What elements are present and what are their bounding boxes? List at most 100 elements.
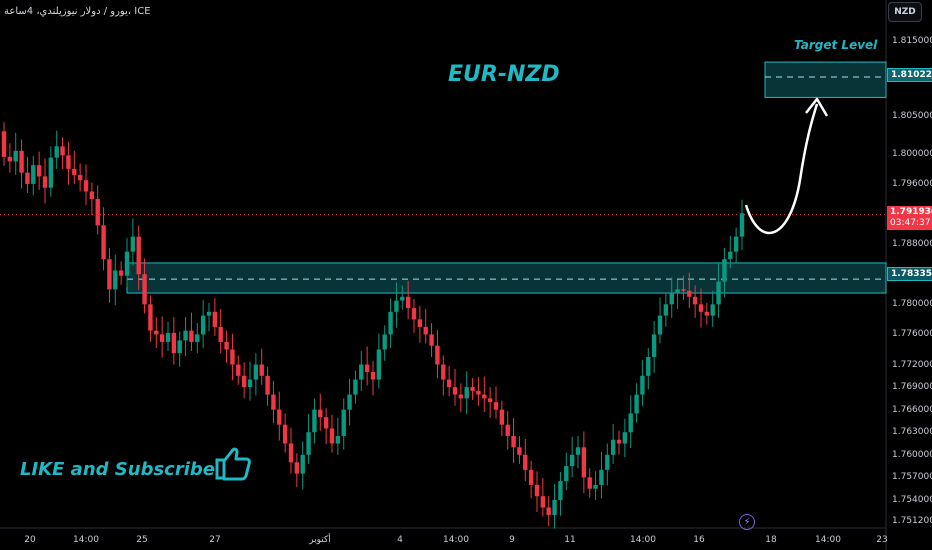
candle-body [587,477,592,489]
candle-body [294,462,300,474]
candle-body [634,394,639,414]
candle-body [136,236,141,275]
candle-body [189,330,194,342]
time-axis-label: 14:00 [630,535,656,545]
candle-body [423,326,428,335]
target_zone [764,61,887,98]
candle-body [364,364,370,373]
time-axis-label: 20 [24,535,36,545]
candle-body [236,364,241,376]
candle-body [107,259,112,290]
candle-body [177,340,182,354]
price-axis-label: 1.780000 [892,299,932,310]
candle-body [534,484,540,497]
candle-body [441,364,446,380]
time-axis-label: 27 [209,535,221,545]
price-axis-label: 1.796000 [892,178,932,189]
candle-body [610,439,616,455]
candle-body [148,304,153,331]
price-axis-label: 1.766000 [892,404,932,415]
candle-body [25,172,30,184]
candle-body [335,435,341,444]
candle-body [13,150,18,162]
candle-body [271,394,276,410]
candle-body [195,334,200,342]
thumbs-up-icon [215,447,251,481]
countdown: 03:47:37 [890,218,931,228]
candle-body [710,304,715,316]
candle-body [224,341,229,350]
candle-body [382,334,387,350]
candle-body [1,131,7,157]
candle-body [575,447,581,455]
price-axis-label: 1.757000 [892,472,932,483]
candle-body [72,168,77,175]
candle-body [19,150,24,173]
candle-body [511,435,516,448]
candle-body [142,274,147,305]
zone-price-tag: 1.783356 [887,267,932,281]
candle-body [118,270,124,276]
candle-body [171,332,177,354]
candle-body [77,174,83,181]
candle-body [546,507,551,515]
time-axis-label: أكتوبر [309,535,331,545]
lightning-icon[interactable]: ⚡ [739,514,755,530]
candle-body [669,293,674,305]
price-axis-label: 1.754000 [892,494,932,505]
candle-body [42,176,48,188]
candle-body [347,394,352,410]
candle-body [569,454,575,467]
candle-body [200,315,206,335]
candle-body [581,447,587,478]
candle-body [733,236,739,252]
candle-body [230,349,235,365]
candle-body [7,156,13,162]
candle-body [206,311,212,316]
candle-body [552,499,557,515]
candle-body [523,454,528,470]
time-axis-label: 14:00 [815,535,841,545]
candle-body [359,364,364,380]
candle-body [31,165,36,184]
candle-body [476,390,481,395]
candle-body [95,198,100,226]
candle-body [411,308,417,320]
candle-body [651,334,657,357]
symbol-line: يورو / دولار نيوزيلندي، 4ساعة، ICE [4,6,151,17]
candle-body [36,165,42,177]
candle-body [487,398,493,403]
time-axis-label: 4 [397,535,403,545]
candle-body [470,387,475,391]
candle-body [657,315,663,335]
candle-body [218,326,223,342]
pair-title: EUR-NZD [448,62,560,87]
candle-body [564,466,569,482]
curved-arrow-icon [805,97,829,117]
candle-body [83,180,89,192]
candle-body [558,481,563,500]
candle-body [429,334,434,346]
candle-body [341,409,346,436]
candle-body [277,409,282,425]
candle-body [124,251,130,276]
candle-body [528,469,534,485]
candle-body [353,379,358,395]
time-axis-label: 18 [765,535,777,545]
candle-body [89,191,95,199]
candle-body [241,375,247,388]
time-axis-label: 14:00 [443,535,469,545]
candle-body [329,428,335,444]
candle-body [154,330,159,335]
time-axis-label: 25 [136,535,148,545]
currency-button[interactable]: NZD [888,2,922,22]
candle-body [593,484,598,489]
candle-body [183,330,188,341]
candle-body [417,319,423,327]
candle-body [605,454,610,470]
candle-body [435,345,440,365]
candle-body [253,364,259,380]
